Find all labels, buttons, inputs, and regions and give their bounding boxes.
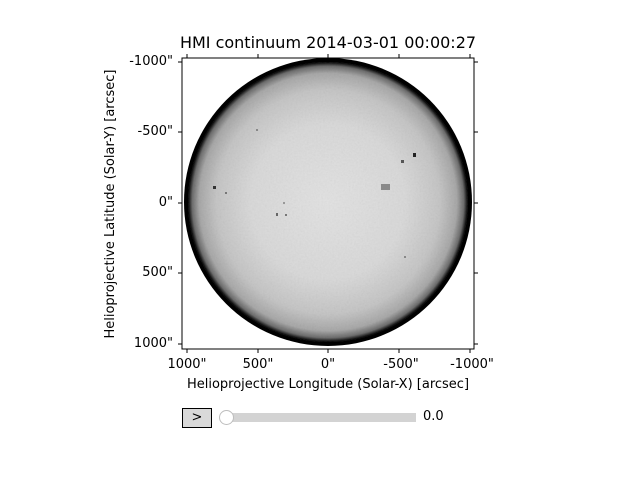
solar-disk: [188, 62, 468, 342]
sunspots: [213, 129, 416, 258]
y-tick-label: -500": [137, 124, 173, 139]
x-tick-label: 0": [320, 357, 336, 372]
slider-value-readout: 0.0: [423, 409, 444, 424]
x-tick-label: -500": [383, 357, 419, 372]
x-axis-label: Helioprojective Longitude (Solar-X) [arc…: [186, 377, 470, 392]
play-button[interactable]: >: [182, 408, 212, 428]
x-tick-label: 500": [242, 357, 274, 372]
y-ticks: [178, 61, 478, 345]
x-tick-label: 1000": [167, 357, 207, 372]
time-slider-track[interactable]: [226, 413, 416, 422]
y-tick-label: 0": [158, 195, 173, 210]
time-slider-handle[interactable]: [219, 410, 234, 425]
y-tick-label: 500": [142, 265, 173, 280]
x-ticks: [186, 54, 471, 353]
plot-title: HMI continuum 2014-03-01 00:00:27: [179, 33, 477, 52]
y-axis-label: Helioprojective Latitude (Solar-Y) [arcs…: [103, 69, 118, 339]
y-tick-label: -1000": [129, 54, 173, 69]
x-tick-label: -1000": [450, 357, 494, 372]
y-tick-label: 1000": [133, 336, 173, 351]
